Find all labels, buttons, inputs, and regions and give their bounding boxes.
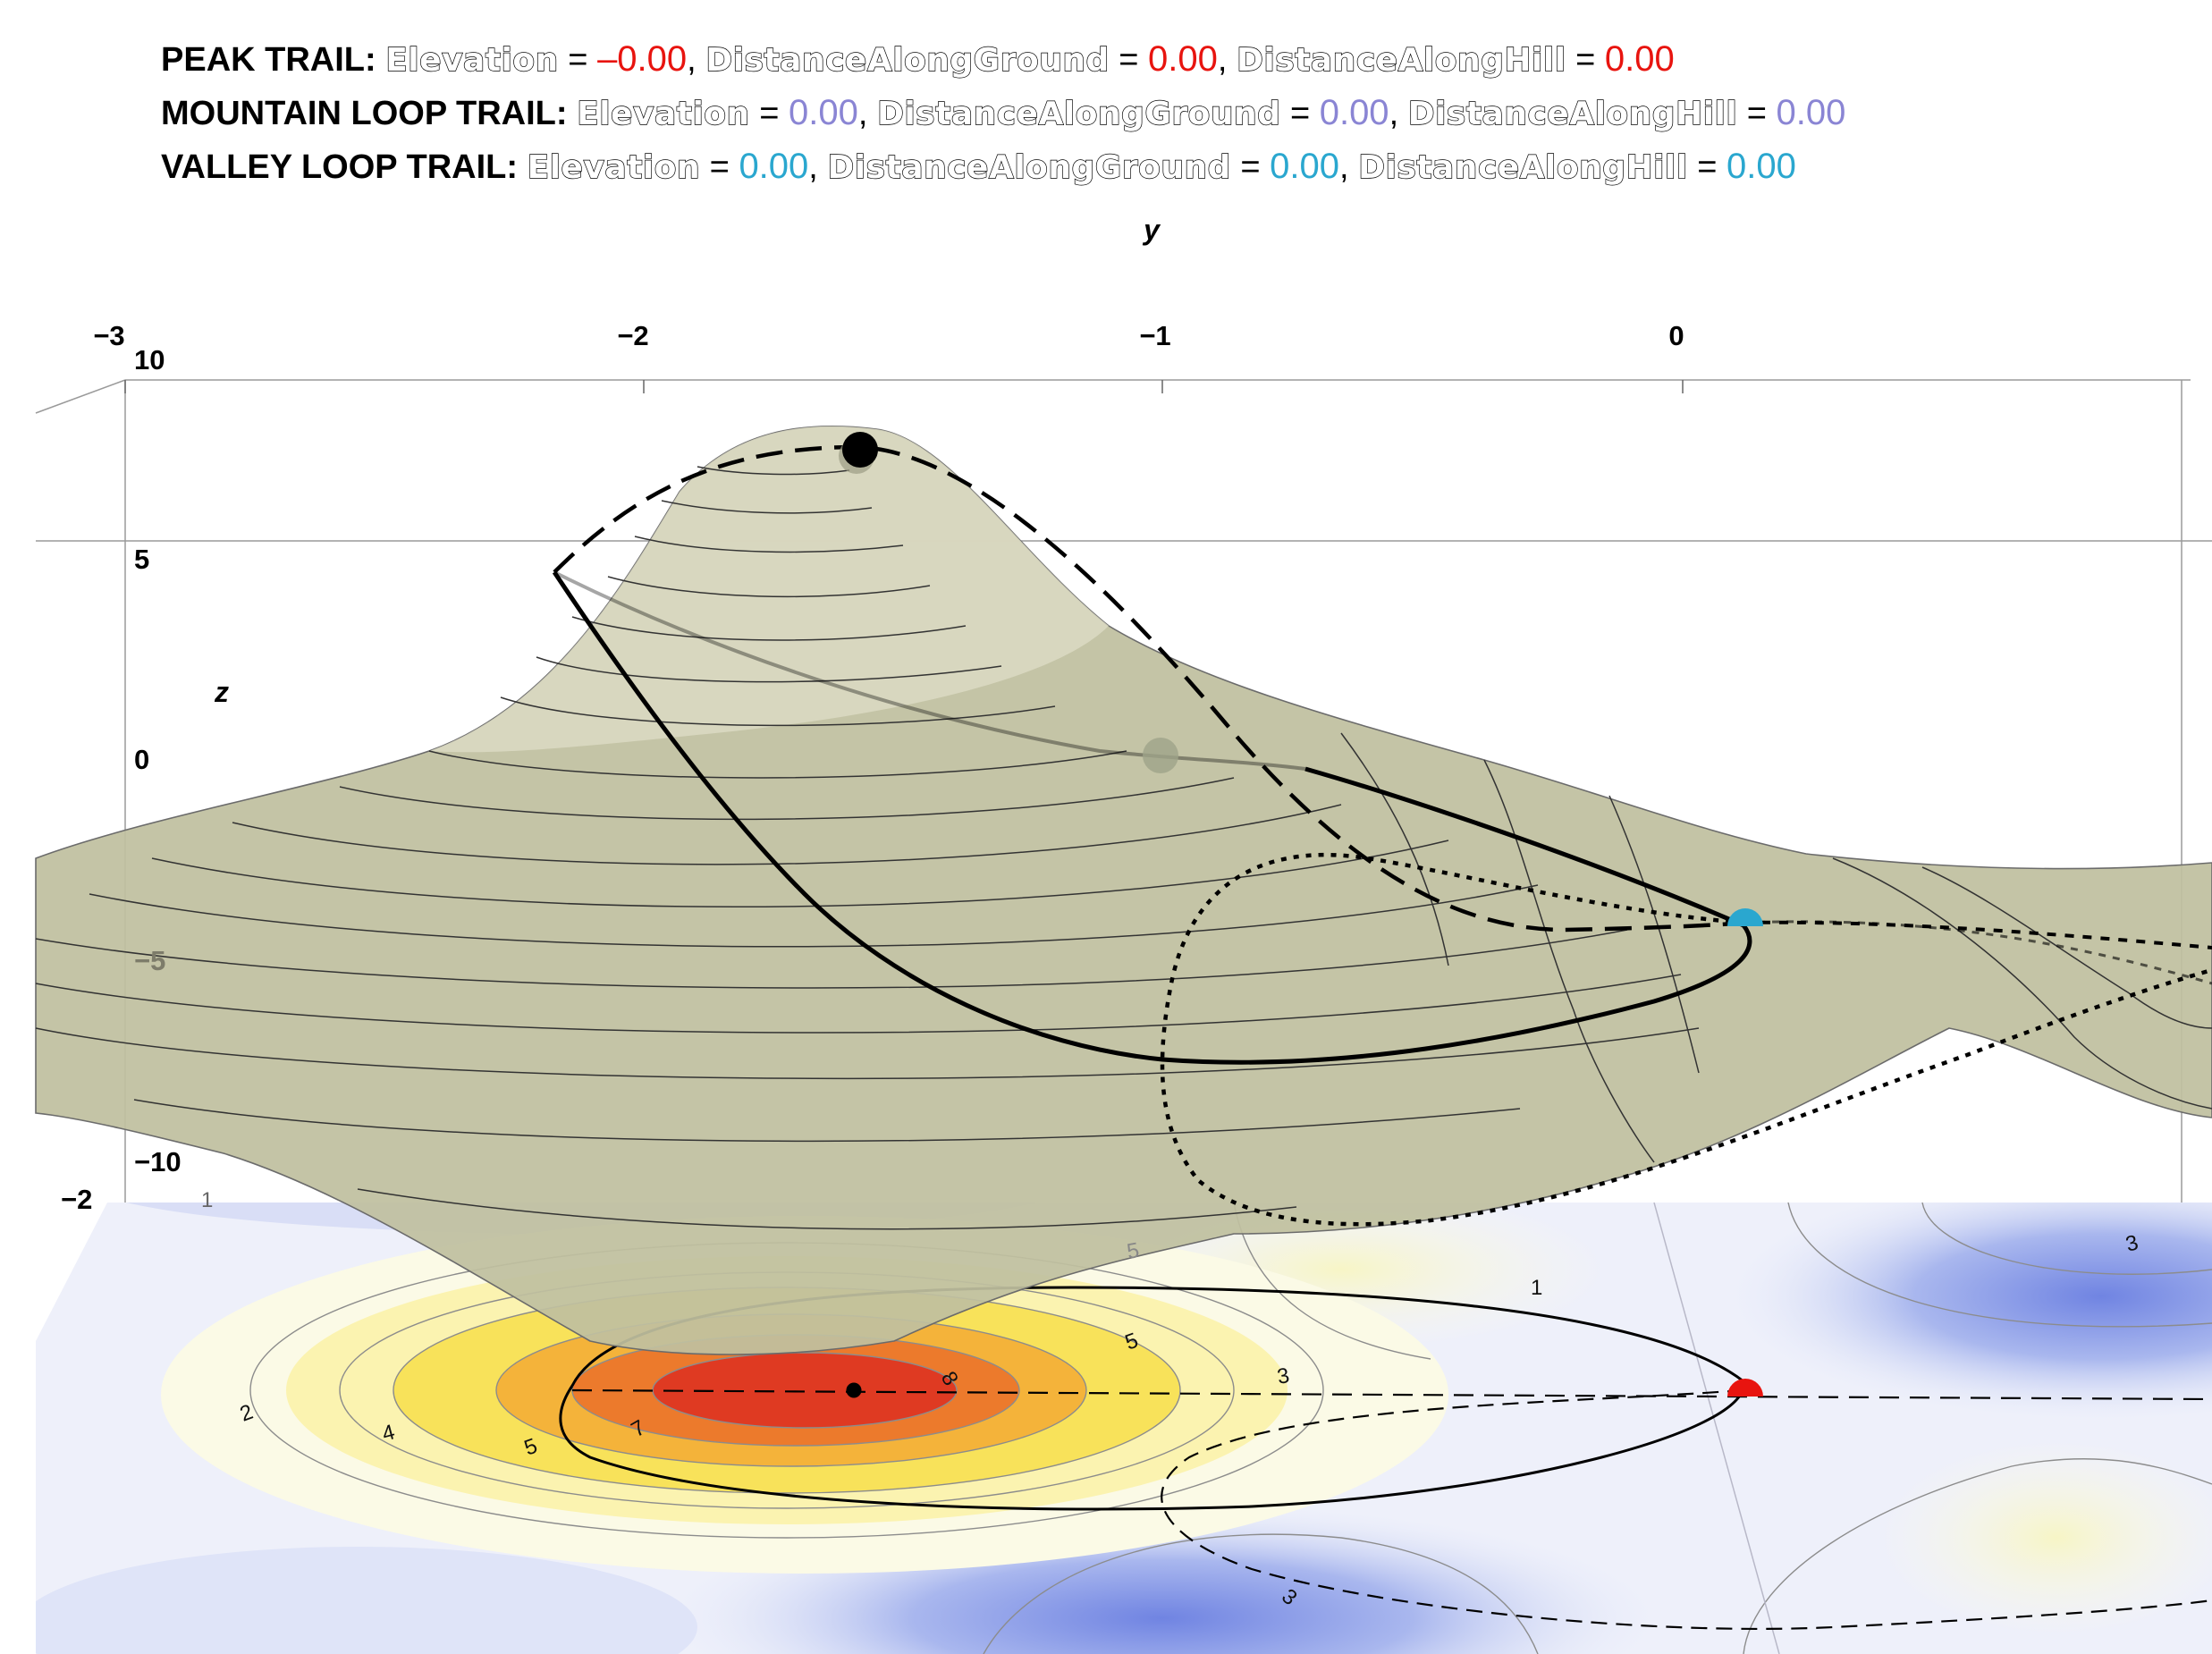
surface-trails bbox=[552, 444, 2212, 1227]
valley-trail-name: VALLEY LOOP TRAIL: bbox=[161, 148, 519, 186]
surface-contour bbox=[500, 696, 1056, 727]
surface-contour bbox=[1921, 866, 2212, 1029]
mountain-loop-marker bbox=[1143, 738, 1178, 773]
surface-contour bbox=[697, 466, 850, 476]
floor-peak-8 bbox=[653, 1353, 957, 1428]
surface-contour bbox=[571, 616, 967, 641]
z-tick-label: 0 bbox=[134, 744, 149, 775]
surface-contour bbox=[661, 500, 873, 514]
contour-label: 3 bbox=[1275, 1363, 1291, 1389]
contour-label: 5 bbox=[1125, 1238, 1141, 1264]
peak-trail-name: PEAK TRAIL: bbox=[161, 41, 376, 79]
surface-contour bbox=[357, 1188, 1297, 1230]
surface-contour bbox=[35, 929, 1628, 989]
legend-peak-trail: PEAK TRAIL: Elevation = –0.00, DistanceA… bbox=[161, 39, 1675, 80]
surface-contour bbox=[35, 974, 1682, 1034]
y-tick-label: −2 bbox=[617, 320, 648, 351]
mountain-ground-value: 0.00 bbox=[1319, 93, 1389, 132]
mountain-hill-label: DistanceAlongHill bbox=[1407, 95, 1738, 132]
z-tick-label: −5 bbox=[134, 945, 165, 976]
surface-peak-highlight bbox=[429, 426, 1109, 753]
position-markers bbox=[839, 432, 1763, 926]
valley-loop-trail bbox=[1160, 853, 2212, 1227]
valley-elevation-value: 0.00 bbox=[739, 147, 809, 186]
mountain-ground-label: DistanceAlongGround bbox=[876, 95, 1281, 132]
floor-valley-loop bbox=[1161, 1388, 2212, 1631]
surface-contour bbox=[151, 840, 1449, 907]
mountain-trail-name: MOUNTAIN LOOP TRAIL: bbox=[161, 95, 568, 132]
mountain-hill-value: 0.00 bbox=[1776, 93, 1846, 132]
contour-line bbox=[983, 1533, 1539, 1654]
surface-contour bbox=[339, 777, 1235, 821]
floor-cold-region bbox=[36, 1547, 697, 1654]
surface-contour bbox=[133, 1099, 1521, 1143]
z-tick-label: 10 bbox=[134, 344, 165, 376]
mountain-elevation-value: 0.00 bbox=[788, 93, 858, 132]
peak-ground-label: DistanceAlongGround bbox=[705, 41, 1110, 79]
peak-hill-value: 0.00 bbox=[1604, 39, 1675, 79]
peak-hill-label: DistanceAlongHill bbox=[1236, 41, 1566, 79]
floor-peak-dot bbox=[846, 1382, 862, 1398]
surface-contour bbox=[1483, 759, 1655, 1163]
valley-hill-value: 0.00 bbox=[1727, 147, 1796, 186]
floor-grid-line bbox=[1653, 1203, 1780, 1654]
legend-valley-loop-trail: VALLEY LOOP TRAIL: Elevation = 0.00, Dis… bbox=[161, 147, 1796, 187]
z-axis-title: z bbox=[214, 676, 229, 708]
peak-elevation-label: Elevation bbox=[385, 41, 559, 79]
y-tick-label: 0 bbox=[1668, 320, 1684, 351]
legend: PEAK TRAIL: Elevation = –0.00, DistanceA… bbox=[161, 32, 1845, 193]
plot-box bbox=[35, 379, 2212, 1203]
surface-contour bbox=[1832, 857, 2212, 1110]
valley-hill-label: DistanceAlongHill bbox=[1357, 148, 1688, 186]
surface-contour bbox=[634, 536, 904, 553]
contour-line bbox=[1787, 1203, 2212, 1328]
y-axis-title: y bbox=[1142, 214, 1161, 246]
axes: y −3 −2 −1 0 z 10 5 0 −5 −10 −2 bbox=[61, 214, 1684, 1215]
floor-cold-region bbox=[1726, 1203, 2212, 1422]
contour-label: 1 bbox=[1531, 1276, 1542, 1300]
contour-line bbox=[1233, 1203, 1431, 1360]
surface-contour bbox=[89, 884, 1539, 948]
floor-warm-region bbox=[1878, 1439, 2212, 1636]
surface-contour bbox=[428, 750, 1127, 779]
y-tick-label: −1 bbox=[1139, 320, 1170, 351]
valley-loop-marker bbox=[1727, 908, 1763, 926]
y-tick-label: −3 bbox=[93, 320, 124, 351]
floor-position-marker bbox=[1727, 1379, 1763, 1397]
contour-line bbox=[1921, 1203, 2212, 1275]
mountain-loop-hidden-segment bbox=[553, 570, 1306, 771]
legend-mountain-loop-trail: MOUNTAIN LOOP TRAIL: Elevation = 0.00, D… bbox=[161, 93, 1846, 133]
terrain-surface bbox=[35, 425, 2212, 1355]
valley-ground-label: DistanceAlongGround bbox=[827, 148, 1231, 186]
surface-contours bbox=[35, 466, 2212, 1230]
peak-elevation-value: –0.00 bbox=[597, 39, 688, 79]
peak-ground-value: 0.00 bbox=[1148, 39, 1218, 79]
peak-trail-marker bbox=[842, 432, 878, 468]
surface-contour bbox=[607, 576, 931, 598]
x-tick-label: −2 bbox=[61, 1184, 92, 1215]
surface-contour bbox=[1340, 732, 1449, 966]
valley-loop-trail-far bbox=[1743, 920, 2212, 949]
contour-line bbox=[1743, 1458, 2212, 1654]
valley-elevation-label: Elevation bbox=[527, 148, 701, 186]
surface-contour bbox=[1608, 795, 1700, 1074]
z-tick-label: −10 bbox=[134, 1146, 182, 1177]
z-tick-label: 5 bbox=[134, 544, 149, 575]
surface-contour bbox=[232, 804, 1342, 865]
y-axis-ticks bbox=[124, 380, 1684, 393]
box-edge bbox=[35, 379, 126, 414]
surface-contour bbox=[536, 656, 1002, 683]
mountain-loop-trail bbox=[552, 570, 1752, 1065]
valley-ground-value: 0.00 bbox=[1270, 147, 1340, 186]
surface-contour bbox=[35, 1027, 1700, 1080]
contour-label: 1 bbox=[201, 1188, 213, 1212]
peak-trail bbox=[553, 444, 1744, 932]
mountain-elevation-label: Elevation bbox=[576, 95, 750, 132]
